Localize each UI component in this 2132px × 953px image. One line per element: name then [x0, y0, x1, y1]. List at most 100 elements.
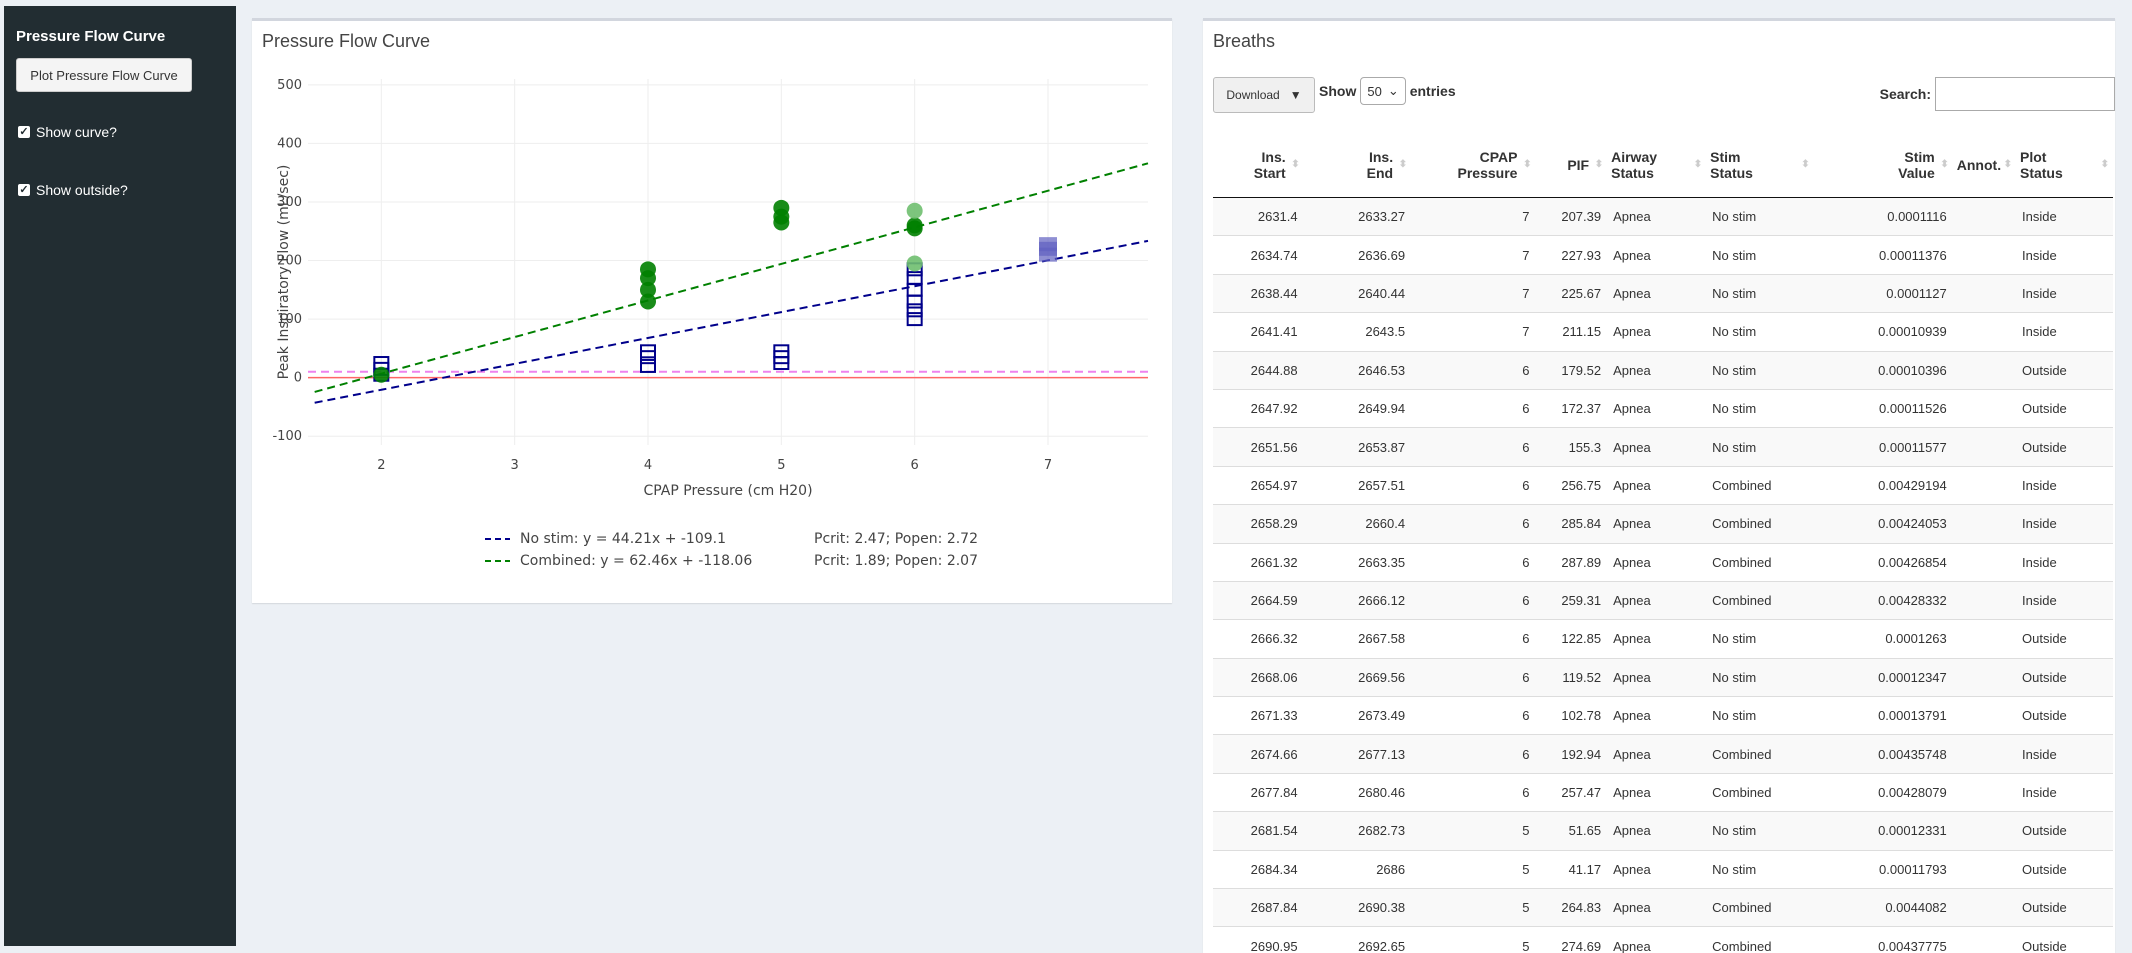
- table-cell: 0.0001263: [1814, 620, 1953, 658]
- table-cell: 122.85: [1535, 620, 1607, 658]
- table-cell: 2682.73: [1304, 812, 1411, 850]
- table-cell: No stim: [1706, 389, 1813, 427]
- column-header[interactable]: Annot.⬍: [1953, 133, 2016, 198]
- show-outside-checkbox[interactable]: ✓ Show outside?: [18, 182, 128, 198]
- table-cell: 2661.32: [1213, 543, 1304, 581]
- column-header[interactable]: CPAP Pressure⬍: [1411, 133, 1535, 198]
- table-cell: [1953, 697, 2016, 735]
- table-cell: 2667.58: [1304, 620, 1411, 658]
- table-cell: 6: [1411, 428, 1535, 466]
- data-point: [1039, 237, 1057, 251]
- table-cell: Combined: [1706, 927, 1813, 953]
- column-header[interactable]: Stim Value⬍: [1814, 133, 1953, 198]
- entries-select[interactable]: 50 ⌄: [1360, 77, 1405, 105]
- sidebar: Pressure Flow Curve Plot Pressure Flow C…: [4, 6, 236, 946]
- column-header[interactable]: Airway Status⬍: [1607, 133, 1706, 198]
- data-point: [907, 255, 923, 271]
- table-cell: Combined: [1706, 466, 1813, 504]
- table-cell: No stim: [1706, 812, 1813, 850]
- column-header[interactable]: Stim Status⬍: [1706, 133, 1813, 198]
- table-cell: 2653.87: [1304, 428, 1411, 466]
- table-cell: Outside: [2016, 658, 2113, 696]
- legend-label: No stim: y = 44.21x + -109.1: [520, 531, 726, 547]
- table-cell: 7: [1411, 236, 1535, 274]
- column-header[interactable]: Ins. End⬍: [1304, 133, 1411, 198]
- sort-icon: ⬍: [2101, 159, 2109, 170]
- plot-pressure-flow-curve-button[interactable]: Plot Pressure Flow Curve: [16, 58, 192, 92]
- download-button[interactable]: Download ▼: [1213, 77, 1315, 113]
- breaths-panel: Breaths Download ▼ Show 50 ⌄ entries Sea…: [1203, 18, 2115, 953]
- table-cell: Combined: [1706, 581, 1813, 619]
- sort-icon: ⬍: [2004, 159, 2012, 170]
- x-tick-label: 7: [1044, 458, 1052, 473]
- table-cell: Apnea: [1607, 812, 1706, 850]
- column-header-label: Stim Value: [1898, 149, 1935, 181]
- table-header-row: Ins. Start⬍Ins. End⬍CPAP Pressure⬍PIF⬍Ai…: [1213, 133, 2113, 198]
- table-cell: [1953, 812, 2016, 850]
- table-cell: 0.00011526: [1814, 389, 1953, 427]
- table-cell: 0.00013791: [1814, 697, 1953, 735]
- column-header-label: Stim Status: [1710, 149, 1753, 181]
- column-header[interactable]: PIF⬍: [1535, 133, 1607, 198]
- table-cell: 6: [1411, 505, 1535, 543]
- table-cell: [1953, 850, 2016, 888]
- table-cell: 2660.4: [1304, 505, 1411, 543]
- table-cell: 2677.84: [1213, 773, 1304, 811]
- table-cell: 192.94: [1535, 735, 1607, 773]
- y-tick-label: 500: [277, 78, 302, 93]
- chevron-down-icon: ⌄: [1388, 83, 1399, 99]
- table-cell: Outside: [2016, 697, 2113, 735]
- column-header-label: Ins. Start: [1254, 149, 1286, 181]
- search-input[interactable]: [1935, 77, 2115, 111]
- table-cell: 5: [1411, 850, 1535, 888]
- table-cell: Apnea: [1607, 889, 1706, 927]
- table-cell: Inside: [2016, 773, 2113, 811]
- table-cell: [1953, 505, 2016, 543]
- table-cell: 2636.69: [1304, 236, 1411, 274]
- table-cell: Combined: [1706, 773, 1813, 811]
- table-cell: 259.31: [1535, 581, 1607, 619]
- table-cell: 2681.54: [1213, 812, 1304, 850]
- checkbox-checked-icon[interactable]: ✓: [18, 184, 30, 196]
- entries-select-value: 50: [1367, 84, 1381, 99]
- data-point: [907, 217, 923, 233]
- table-cell: [1953, 313, 2016, 351]
- x-axis-label: CPAP Pressure (cm H20): [643, 483, 812, 499]
- table-cell: Apnea: [1607, 274, 1706, 312]
- table-cell: 7: [1411, 313, 1535, 351]
- table-cell: Apnea: [1607, 505, 1706, 543]
- table-cell: Apnea: [1607, 236, 1706, 274]
- table-cell: 179.52: [1535, 351, 1607, 389]
- show-curve-checkbox[interactable]: ✓ Show curve?: [18, 124, 117, 140]
- column-header[interactable]: Plot Status⬍: [2016, 133, 2113, 198]
- table-cell: Inside: [2016, 274, 2113, 312]
- table-cell: 6: [1411, 735, 1535, 773]
- table-cell: 264.83: [1535, 889, 1607, 927]
- column-header[interactable]: Ins. Start⬍: [1213, 133, 1304, 198]
- checkbox-checked-icon[interactable]: ✓: [18, 126, 30, 138]
- table-cell: 2640.44: [1304, 274, 1411, 312]
- table-cell: Outside: [2016, 620, 2113, 658]
